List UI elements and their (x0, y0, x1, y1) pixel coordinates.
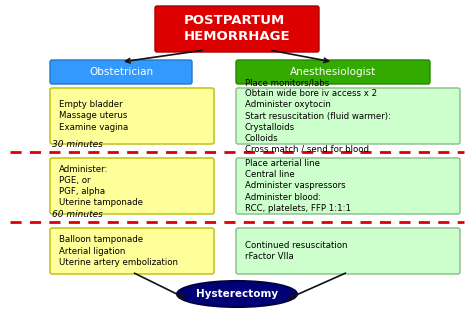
FancyBboxPatch shape (155, 6, 319, 52)
Text: Balloon tamponade
Arterial ligation
Uterine artery embolization: Balloon tamponade Arterial ligation Uter… (59, 235, 178, 267)
FancyBboxPatch shape (236, 228, 460, 274)
FancyBboxPatch shape (50, 158, 214, 214)
Text: Administer:
PGE, or
PGF, alpha
Uterine tamponade: Administer: PGE, or PGF, alpha Uterine t… (59, 165, 143, 207)
Text: Anesthesiologist: Anesthesiologist (290, 67, 376, 77)
Text: Place monitors/labs
Obtain wide bore iv access x 2
Administer oxytocin
Start res: Place monitors/labs Obtain wide bore iv … (245, 78, 391, 154)
Text: 30 minutes: 30 minutes (52, 140, 103, 149)
FancyBboxPatch shape (236, 158, 460, 214)
Text: 60 minutes: 60 minutes (52, 210, 103, 219)
Text: POSTPARTUM
HEMORRHAGE: POSTPARTUM HEMORRHAGE (184, 15, 290, 44)
Text: Empty bladder
Massage uterus
Examine vagina: Empty bladder Massage uterus Examine vag… (59, 100, 128, 132)
FancyBboxPatch shape (236, 88, 460, 144)
Text: Continued resuscitation
rFactor VIIa: Continued resuscitation rFactor VIIa (245, 241, 347, 261)
FancyBboxPatch shape (50, 60, 192, 84)
Text: Obstetrician: Obstetrician (89, 67, 153, 77)
Text: Hysterectomy: Hysterectomy (196, 289, 278, 299)
Text: Place arterial line
Central line
Administer vaspressors
Administer blood:
RCC, p: Place arterial line Central line Adminis… (245, 159, 351, 213)
Ellipse shape (177, 281, 297, 307)
FancyBboxPatch shape (50, 228, 214, 274)
FancyBboxPatch shape (50, 88, 214, 144)
FancyBboxPatch shape (236, 60, 430, 84)
